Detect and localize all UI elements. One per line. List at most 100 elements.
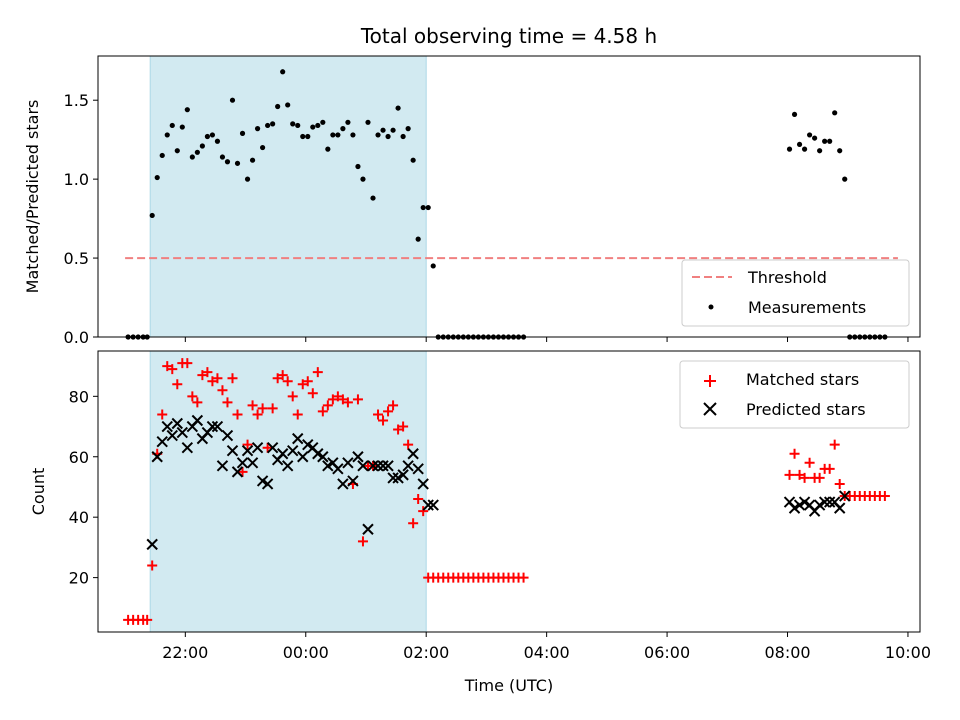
matched-star-point [388,400,399,411]
matched-star-point [403,439,414,450]
predicted-star-point [236,457,249,469]
predicted-star-point [833,502,846,514]
measurement-point [300,133,306,140]
predicted-star-point [146,538,158,551]
matched-star-point [342,397,353,408]
measurement-point [842,176,848,182]
measurement-point [254,126,261,132]
matched-star-point [829,439,840,450]
predicted-star-point [317,451,329,463]
ratio-legend: Threshold Measurements [681,259,910,327]
measurement-point [224,159,231,165]
matched-star-point [398,421,409,432]
measurement-point [219,154,226,160]
measurement-point [214,138,221,144]
measurement-point [194,149,200,155]
ratio-legend-box [681,259,910,327]
measurement-point [812,135,818,141]
matched-star-point [212,373,223,384]
measurement-point [179,124,185,130]
matched-star-point [142,614,153,625]
measurement-point [380,127,386,133]
measurement-point [239,130,246,136]
observing-window-shade-top [149,55,427,338]
measurement-point [370,195,376,201]
measurement-point [786,146,793,152]
predicted-star-point [151,451,163,463]
y-tick-label: 1.0 [64,170,89,189]
predicted-star-point [818,496,831,508]
measurement-point [189,154,195,160]
matched-star-point [167,364,178,375]
predicted-star-point [357,460,369,472]
predicted-star-point [266,441,279,454]
predicted-star-point [156,435,168,448]
measurement-point [832,110,838,116]
predicted-star-point [231,466,244,478]
measurement-point [164,132,170,138]
matched-star-point [383,406,394,417]
measurement-point [229,97,236,103]
matched-star-point [357,536,368,547]
measurement-point [410,157,416,163]
count-panel: 20 40 60 80 22:00 00:00 02:00 04:00 06:00 08:00 1… [29,350,931,695]
matched-star-point [834,478,845,489]
predicted-stars-points [146,414,851,551]
matched-star-point [814,472,825,483]
predicted-star-point [297,451,309,463]
matched-star-point [217,385,228,396]
measurement-point [320,119,326,125]
predicted-star-point [181,441,194,454]
matched-star-point [352,394,363,405]
ratio-y-axis-label: Matched/Predicted stars [23,100,42,294]
matched-star-point [332,391,343,402]
matched-star-point [222,397,233,408]
measurement-point [184,107,190,113]
measurement-point [360,176,366,182]
measurement-point [270,121,276,127]
matched-star-point [327,394,338,405]
predicted-star-point [241,445,254,457]
predicted-star-point [332,463,344,475]
measurement-point [325,146,331,152]
x-tick-label: 08:00 [764,643,810,662]
matched-star-point [237,466,248,477]
predicted-star-point [347,475,359,487]
matched-star-point [202,367,213,378]
measurement-point [425,204,431,211]
predicted-star-point [839,490,851,502]
predicted-star-point [372,460,384,472]
matched-star-point [794,469,805,480]
predicted-star-point [402,460,414,472]
matched-star-point [337,394,348,405]
matched-star-point [267,403,278,414]
predicted-star-point [337,478,349,490]
matched-star-point [282,376,293,387]
matched-star-point [257,403,268,414]
count-y-ticks: 20 40 60 80 [69,387,98,588]
measurement-point [801,146,808,152]
x-tick-label: 02:00 [403,643,449,662]
chart-title: Total observing time = 4.58 h [360,24,657,48]
matched-star-point [197,370,208,381]
predicted-star-point [387,472,399,484]
measurement-point [169,122,175,129]
predicted-star-point [367,460,379,472]
matched-stars-points [123,358,890,625]
matched-star-point [242,439,253,450]
matched-star-point [162,361,173,372]
matched-star-point [207,376,218,387]
count-y-axis-label: Count [29,468,48,516]
matched-star-point [824,463,835,474]
measurement-point [791,111,798,118]
y-tick-label: 20 [69,569,89,588]
measurement-point [827,138,833,144]
measurement-point [305,133,311,140]
measurement-point [375,132,381,138]
legend-matched-label: Matched stars [746,370,859,389]
measurement-point [159,152,165,159]
y-tick-label: 1.5 [64,91,89,110]
measurement-point [385,133,391,140]
matched-star-point [172,379,183,390]
measurement-point [265,122,271,129]
